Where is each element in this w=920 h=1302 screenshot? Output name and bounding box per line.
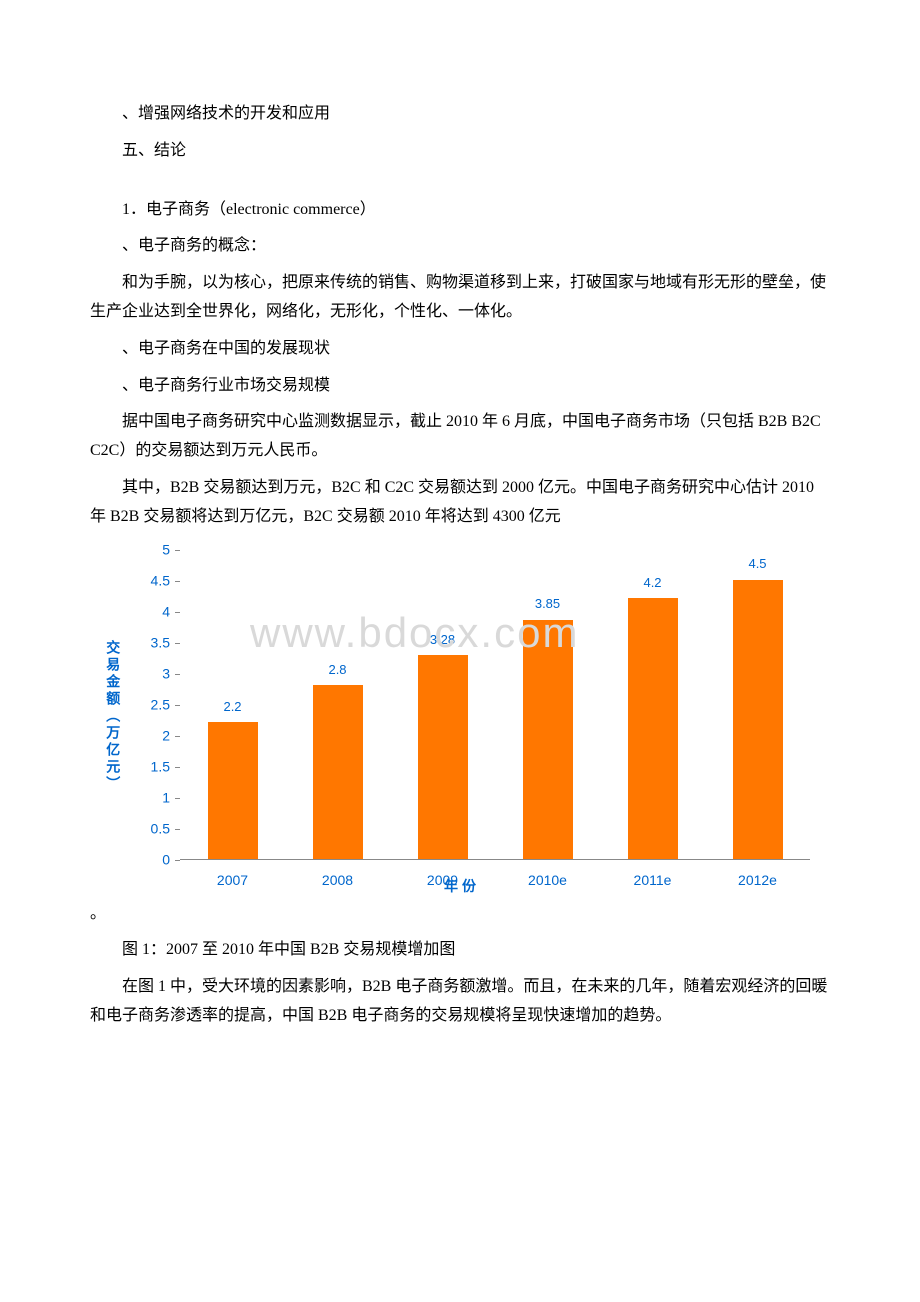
y-tick-mark [175,767,180,768]
chart-bar [628,598,678,858]
y-tick-label: 0 [130,847,170,872]
paragraph-transaction-detail: 其中，B2B 交易额达到万元，B2C 和 C2C 交易额达到 2000 亿元。中… [90,474,830,532]
chart-bar [418,655,468,858]
paragraph-figure-analysis: 在图 1 中，受大环境的因素影响，B2B 电子商务额激增。而且，在未来的几年，随… [90,973,830,1031]
text: 、电子商务行业市场交易规模 [122,377,330,394]
y-tick-label: 2.5 [130,692,170,717]
paragraph-data-source: 据中国电子商务研究中心监测数据显示，截止 2010 年 6 月底，中国电子商务市… [90,408,830,466]
x-axis-label: 年 份 [444,874,476,899]
text: 图 1：2007 至 2010 年中国 B2B 交易规模增加图 [122,941,455,958]
bar-value-label: 4.5 [748,552,766,575]
text: 在图 1 中，受大环境的因素影响，B2B 电子商务额激增。而且，在未来的几年，随… [90,978,827,1024]
y-tick-mark [175,581,180,582]
text: 、增强网络技术的开发和应用 [122,105,330,122]
y-tick-mark [175,674,180,675]
bar-value-label: 2.2 [223,695,241,718]
paragraph-ecommerce-title: 1．电子商务（electronic commerce） [90,196,830,225]
x-tick-label: 2008 [322,868,353,893]
chart-bar [733,580,783,859]
y-tick-mark [175,860,180,861]
y-tick-mark [175,612,180,613]
paragraph-concept-body: 和为手腕，以为核心，把原来传统的销售、购物渠道移到上来，打破国家与地域有形无形的… [90,269,830,327]
y-tick-label: 1 [130,785,170,810]
y-tick-label: 1.5 [130,754,170,779]
y-tick-label: 4 [130,599,170,624]
y-tick-mark [175,550,180,551]
watermark-text: www.bdocx.com [250,595,579,671]
paragraph-market-scale: 、电子商务行业市场交易规模 [90,372,830,401]
bar-value-label: 4.2 [643,571,661,594]
chart-bar [208,722,258,858]
x-tick-label: 2012e [738,868,777,893]
y-tick-label: 5 [130,537,170,562]
paragraph-tech-development: 、增强网络技术的开发和应用 [90,100,830,129]
text: 、电子商务的概念： [122,237,266,254]
y-tick-label: 3 [130,661,170,686]
y-tick-mark [175,736,180,737]
y-axis-label: 交易金额（万亿元） [100,640,125,793]
paragraph-conclusion-heading: 五、结论 [90,137,830,166]
paragraph-development-status: 、电子商务在中国的发展现状 [90,335,830,364]
chart-bar [313,685,363,859]
x-tick-label: 2010e [528,868,567,893]
text: 据中国电子商务研究中心监测数据显示，截止 2010 年 6 月底，中国电子商务市… [90,413,821,459]
y-tick-label: 0.5 [130,816,170,841]
text: 五、结论 [122,142,186,159]
y-tick-label: 2 [130,723,170,748]
y-tick-label: 3.5 [130,630,170,655]
y-tick-mark [175,643,180,644]
y-tick-mark [175,829,180,830]
x-tick-label: 2011e [634,868,672,893]
y-tick-mark [175,798,180,799]
y-tick-mark [175,705,180,706]
text: 、电子商务在中国的发展现状 [122,340,330,357]
text: 其中，B2B 交易额达到万元，B2C 和 C2C 交易额达到 2000 亿元。中… [90,479,814,525]
text: 和为手腕，以为核心，把原来传统的销售、购物渠道移到上来，打破国家与地域有形无形的… [90,274,826,320]
paragraph-concept-heading: 、电子商务的概念： [90,232,830,261]
x-tick-label: 2007 [217,868,248,893]
b2b-chart: www.bdocx.com 交易金额（万亿元） 0 0.5 1 1.5 2 2.5 3 3.5… [90,540,830,900]
trailing-period: 。 [90,900,830,929]
y-tick-label: 4.5 [130,568,170,593]
text: 1．电子商务（electronic commerce） [122,201,376,218]
figure-caption: 图 1：2007 至 2010 年中国 B2B 交易规模增加图 [90,936,830,965]
